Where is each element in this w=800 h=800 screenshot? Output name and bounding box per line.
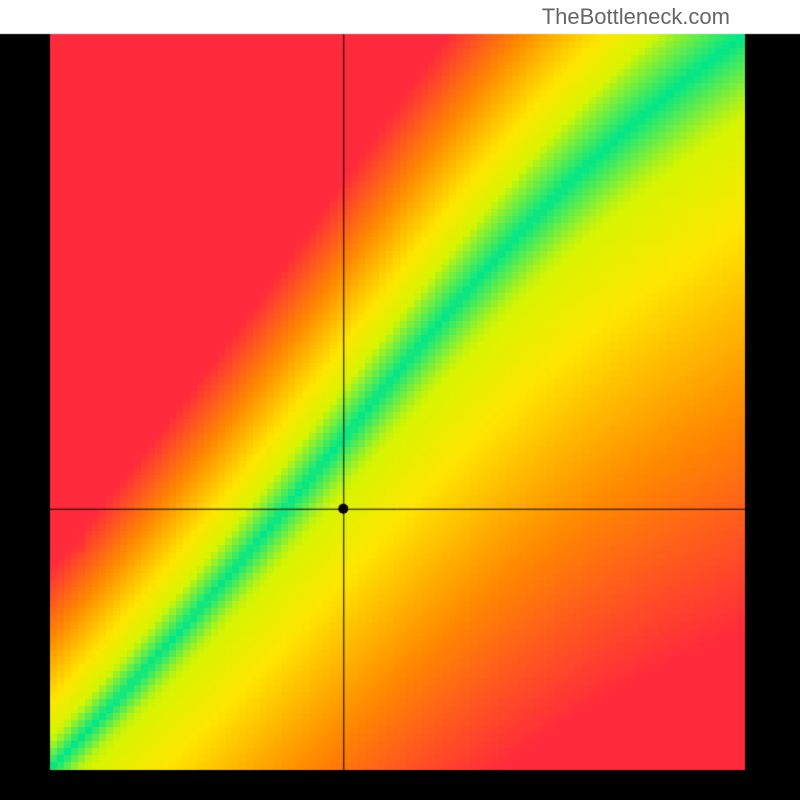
heatmap-canvas <box>0 0 800 800</box>
watermark-text: TheBottleneck.com <box>542 4 730 30</box>
chart-container: TheBottleneck.com <box>0 0 800 800</box>
